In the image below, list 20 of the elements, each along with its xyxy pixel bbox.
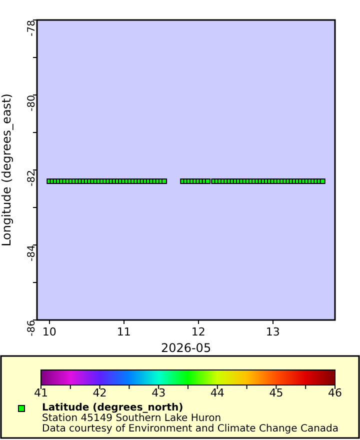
text: Station 45149 Southern Lake Huron <box>42 413 222 424</box>
color-bar-label: 42 <box>92 386 107 400</box>
y-tick-label: -84 <box>26 245 38 262</box>
x-tick-label: 11 <box>116 325 131 338</box>
y-axis-title: Longitude (degrees_east) <box>0 94 14 246</box>
color-bar-label: 45 <box>269 386 284 400</box>
text: Data courtesy of Environment and Climate Change Canada <box>42 424 339 435</box>
y-tick-label: -80 <box>26 95 38 112</box>
color-bar-label: 44 <box>210 386 224 400</box>
color-bar-label: 41 <box>34 386 48 400</box>
color-bar-label: 46 <box>328 386 342 400</box>
y-tick-label: -86 <box>26 320 38 336</box>
color-bar-title: Latitude (degrees_north) <box>42 402 184 414</box>
y-tick-label: -78 <box>26 20 38 36</box>
x-tick-label: 12 <box>191 325 206 338</box>
x-tick-label: 13 <box>266 325 280 338</box>
y-tick-label: -82 <box>26 170 38 186</box>
color-bar-label: 43 <box>152 386 166 400</box>
x-tick-label: 10 <box>42 325 56 338</box>
x-axis-title: 2026-05 <box>160 340 212 355</box>
